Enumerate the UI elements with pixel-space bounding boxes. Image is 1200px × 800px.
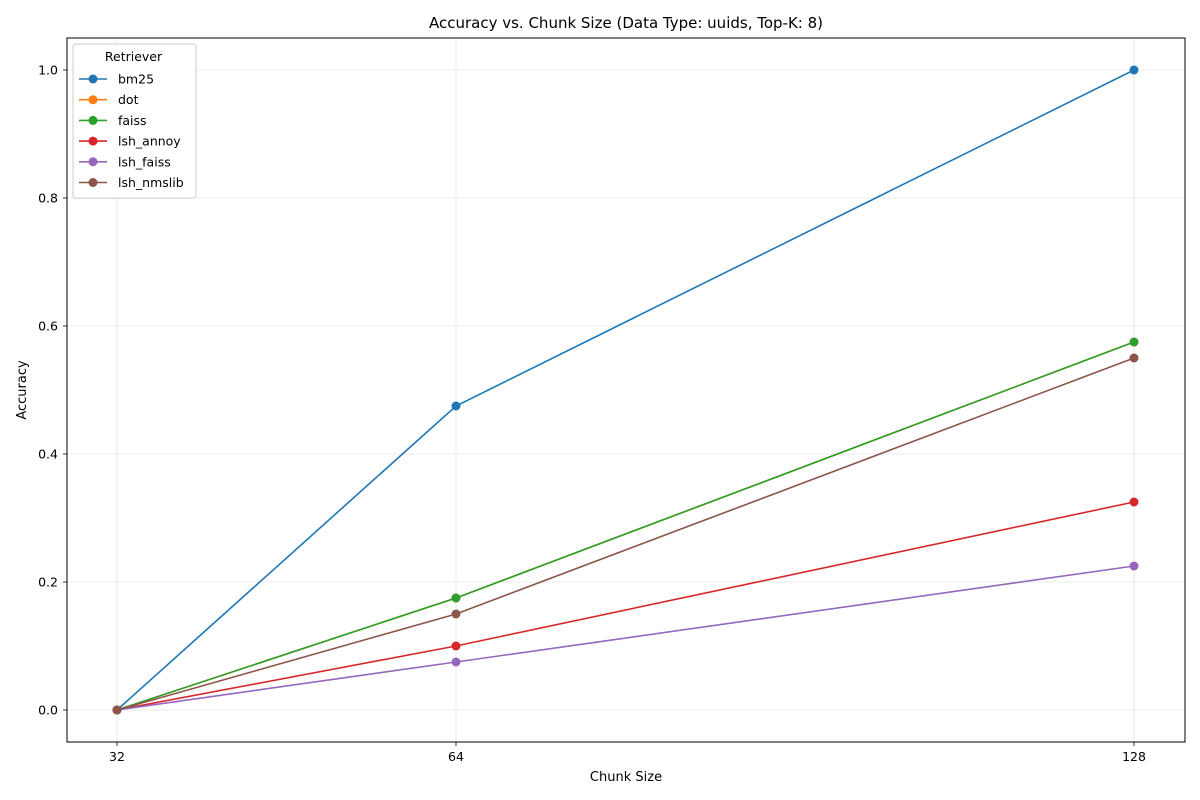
legend-label: dot: [118, 92, 139, 107]
y-axis-title: Accuracy: [15, 360, 30, 420]
series-bm25: [112, 65, 1139, 715]
y-tick-label: 0.8: [38, 191, 58, 206]
legend-swatch-marker: [88, 157, 98, 167]
x-tick-label: 64: [448, 749, 464, 764]
legend-item-bm25: bm25: [79, 72, 154, 87]
legend-label: faiss: [118, 113, 147, 128]
x-tick-label: 32: [109, 749, 125, 764]
grid: [67, 38, 1185, 742]
legend-swatch-marker: [88, 115, 98, 125]
legend-item-dot: dot: [79, 92, 139, 107]
axis-ticks: 32 64 128 0.0 0.2 0.4 0.6 0.8 1.0: [38, 63, 1146, 765]
legend-swatch-marker: [88, 95, 98, 105]
series-lsh-annoy: [112, 497, 1139, 715]
legend-item-faiss: faiss: [79, 113, 147, 128]
data-point: [1129, 561, 1139, 571]
data-point: [1129, 337, 1139, 347]
series-line: [116, 341, 1135, 711]
x-axis-title: Chunk Size: [590, 770, 662, 785]
y-tick-label: 1.0: [38, 63, 58, 78]
data-point: [451, 641, 461, 651]
plot-frame: [66, 37, 1186, 743]
legend-item-lsh-annoy: lsh_annoy: [79, 134, 181, 149]
y-tick-label: 0.6: [38, 319, 58, 334]
series-dot: [112, 337, 1139, 715]
data-point: [451, 593, 461, 603]
series-line: [116, 341, 1135, 711]
legend-item-lsh-faiss: lsh_faiss: [79, 154, 171, 169]
legend-label: lsh_faiss: [118, 154, 171, 169]
y-tick-label: 0.0: [38, 703, 58, 718]
data-point: [1129, 497, 1139, 507]
data-point: [1129, 353, 1139, 363]
series-lsh-nmslib: [112, 353, 1139, 715]
legend-title: Retriever: [105, 49, 163, 64]
y-tick-label: 0.2: [38, 575, 58, 590]
y-tick-label: 0.4: [38, 447, 58, 462]
legend-item-lsh-nmslib: lsh_nmslib: [79, 175, 184, 190]
series-layer: [112, 65, 1139, 715]
legend-box: [72, 43, 197, 199]
legend-swatch-marker: [88, 178, 98, 187]
series-line: [116, 565, 1135, 711]
legend-label: lsh_annoy: [118, 134, 181, 149]
data-point: [451, 609, 461, 619]
legend-swatch-marker: [88, 74, 98, 84]
series-faiss: [112, 337, 1139, 715]
data-point: [112, 705, 122, 715]
data-point: [1129, 65, 1139, 75]
legend-label: bm25: [118, 72, 154, 87]
legend: Retriever bm25 dot faiss lsh_annoy lsh_faissl…: [72, 43, 197, 199]
chart-title: Accuracy vs. Chunk Size (Data Type: uuid…: [429, 14, 823, 32]
legend-label: lsh_nmslib: [118, 175, 184, 190]
data-point: [451, 401, 461, 411]
series-line: [116, 69, 1135, 711]
series-lsh-faiss: [112, 561, 1139, 715]
data-point: [451, 657, 461, 667]
x-tick-label: 128: [1122, 749, 1146, 764]
legend-swatch-marker: [88, 136, 98, 146]
